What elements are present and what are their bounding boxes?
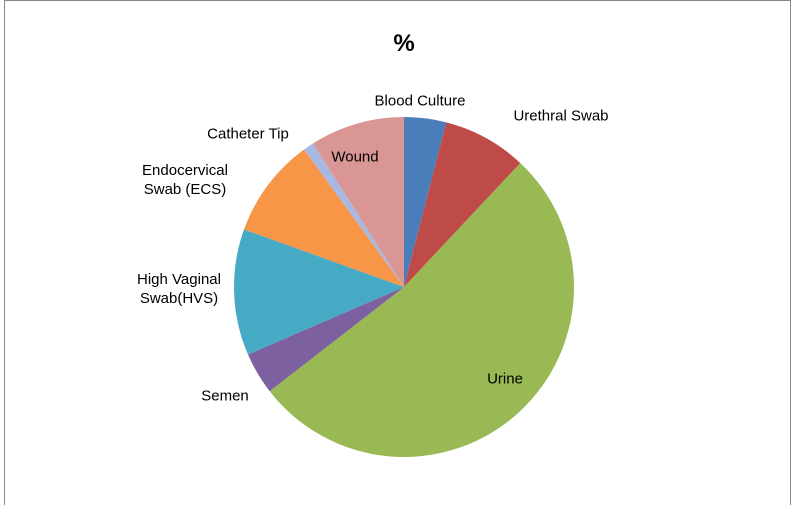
pie-slice <box>404 117 447 287</box>
slice-label: High Vaginal Swab(HVS) <box>137 271 221 307</box>
slice-label: Semen <box>201 387 249 405</box>
slice-label: Catheter Tip <box>207 125 289 143</box>
pie-slice <box>404 122 521 287</box>
slice-label: Urethral Swab <box>513 107 609 125</box>
pie-slice <box>244 149 404 287</box>
pie-slice <box>234 229 404 355</box>
chart-frame <box>4 0 791 505</box>
slice-label: Blood Culture <box>374 92 466 110</box>
slice-label: Endocervical Swab (ECS) <box>142 162 228 198</box>
slice-label: Wound <box>331 148 379 166</box>
pie-slice <box>304 143 404 287</box>
slice-label: Urine <box>487 370 523 388</box>
pie-slice <box>247 287 404 392</box>
pie-slice <box>269 163 575 458</box>
pie-slice <box>312 117 404 287</box>
chart-title: % <box>393 30 415 57</box>
